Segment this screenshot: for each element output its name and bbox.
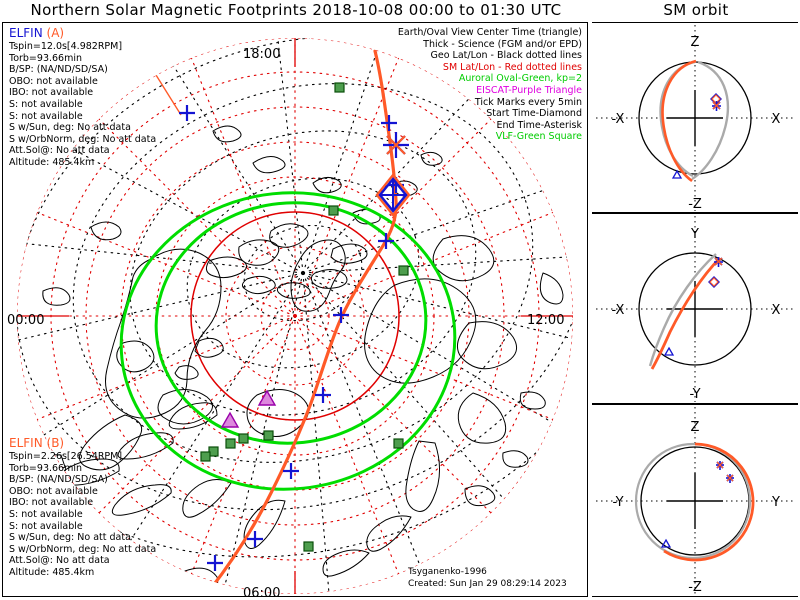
probe-b-info: ELFIN (B) Tspin=2.26s[26.54RPM] Torb=93.… <box>9 436 156 579</box>
mlt-label-left: 00:00 <box>7 313 45 328</box>
probe-b-header: ELFIN (B) <box>9 436 156 451</box>
sm-grid <box>17 38 573 594</box>
legend-line-thick: Thick - Science (FGM and/or EPD) <box>423 38 582 50</box>
orbit-view-triangle-xy <box>663 346 675 356</box>
orbit-axes-yz <box>596 407 794 595</box>
orbit-axis-label-left-xz: -X <box>612 112 625 127</box>
footprint-track <box>207 49 398 593</box>
probe-a-id: (A) <box>46 26 65 40</box>
probe-a-line-10: Altitude: 485.4km <box>9 156 95 168</box>
probe-b-line-6: S: not available <box>9 520 83 532</box>
probe-b-line-10: Altitude: 485.4km <box>9 566 95 578</box>
mlt-label-bottom: 06:00 <box>243 586 281 597</box>
orbit-center-cross-yz <box>667 473 723 529</box>
probe-b-id: (B) <box>46 436 65 450</box>
orbit-path-track-yz <box>663 442 755 562</box>
probe-b-line-8: S w/OrbNorm, deg: No att data <box>9 543 157 555</box>
sm-orbit-column: Z -X X -Z <box>592 22 798 597</box>
legend-line-oval: Auroral Oval-Green, kp=2 <box>458 73 582 85</box>
orbit-path-track-xy <box>650 257 721 370</box>
probe-a-line-6: S: not available <box>9 110 83 122</box>
orbit-panel-yz: Z -Y Y -Z <box>592 404 798 597</box>
map-legend: Earth/Oval View Center Time (triangle) T… <box>398 27 582 143</box>
probe-b-line-5: S: not available <box>9 508 83 520</box>
tick-marks <box>179 105 404 571</box>
probe-b-name: ELFIN <box>9 436 43 450</box>
legend-line-end: End Time-Asterisk <box>496 119 582 131</box>
probe-a-name: ELFIN <box>9 26 43 40</box>
end-time-asterisk-marker <box>383 132 409 158</box>
probe-a-line-1: Torb=93.66min <box>9 52 83 64</box>
auroral-oval <box>119 191 457 491</box>
orbit-path-gray-xy <box>648 253 717 367</box>
legend-line-geo-grid: Geo Lat/Lon - Black dotted lines <box>430 50 582 62</box>
orbit-axis-label-bottom-yz: -Z <box>688 580 702 595</box>
legend-line-eiscat: EISCAT-Purple Triangle <box>476 84 582 96</box>
probe-a-line-3: OBO: not available <box>9 75 98 87</box>
vlf-markers <box>200 82 409 552</box>
orbit-path-track-xz <box>661 59 697 183</box>
created-date: Created: Sun Jan 29 08:29:14 2023 <box>408 578 567 589</box>
probe-a-line-9: Att.Sol@: No att data <box>9 145 110 157</box>
orbit-path-gray-yz <box>634 442 752 560</box>
earth-circle-xy <box>638 252 752 366</box>
probe-a-line-7: S w/Sun, deg: No att data <box>9 122 131 134</box>
legend-line-start: Start Time-Diamond <box>486 108 582 120</box>
probe-a-line-0: Tspin=12.0s[4.982RPM] <box>9 41 123 52</box>
orbit-panel-xy: Y -X X -Y <box>592 213 798 404</box>
orbit-start-marker-yz <box>716 461 724 470</box>
orbit-end-marker-xy <box>714 257 723 267</box>
polar-map-svg <box>17 38 573 594</box>
probe-a-line-2: B/SP: (NA/ND/SD/SA) <box>9 64 108 76</box>
credit-block: Tsyganenko-1996 Created: Sun Jan 29 08:2… <box>408 567 567 590</box>
orbit-path-gray2-xz <box>691 60 730 181</box>
model-name: Tsyganenko-1996 <box>408 567 487 577</box>
probe-b-line-4: IBO: not available <box>9 497 94 509</box>
legend-line-view-center: Earth/Oval View Center Time (triangle) <box>397 27 582 38</box>
mlt-label-right: 12:00 <box>527 313 565 328</box>
page-title: Northern Solar Magnetic Footprints 2018-… <box>30 1 562 19</box>
orbit-end-marker-xz <box>712 101 721 111</box>
probe-b-line-7: S w/Sun, deg: No att data <box>9 532 131 544</box>
sm-lat-70-circle <box>190 211 400 421</box>
orbit-axis-label-top-xy: Y <box>690 227 699 242</box>
orbit-axes-xz <box>596 25 794 211</box>
polar-map-panel: ELFIN (A) Tspin=12.0s[4.982RPM] Torb=93.… <box>2 22 588 597</box>
orbit-panel-xz: Z -X X -Z <box>592 22 798 213</box>
orbit-axis-label-left-yz: -Y <box>612 495 623 510</box>
orbit-axis-label-left-xy: -X <box>612 303 625 318</box>
probe-a-line-5: S: not available <box>9 98 83 110</box>
probe-a-header: ELFIN (A) <box>9 26 156 41</box>
legend-line-sm-grid: SM Lat/Lon - Red dotted lines <box>442 61 582 73</box>
orbit-end-marker-yz <box>726 474 734 483</box>
probe-b-line-2: B/SP: (NA/ND/SD/SA) <box>9 474 108 486</box>
probe-b-line-9: Att.Sol@: No att data <box>9 555 110 567</box>
probe-a-info: ELFIN (A) Tspin=12.0s[4.982RPM] Torb=93.… <box>9 26 156 169</box>
orbit-axes-xy <box>596 216 794 402</box>
orbit-axis-label-bottom-xy: -Y <box>689 387 700 402</box>
probe-b-line-3: OBO: not available <box>9 485 98 497</box>
probe-b-line-0: Tspin=2.26s[26.54RPM] <box>9 451 123 462</box>
orbit-start-marker-xy <box>708 276 720 288</box>
probe-b-line-1: Torb=93.66min <box>9 462 83 474</box>
legend-line-vlf: VLF-Green Square <box>495 131 582 143</box>
orbit-path-gray-xz <box>659 60 696 178</box>
orbit-center-cross-xz <box>667 90 723 146</box>
probe-a-line-4: IBO: not available <box>9 87 94 99</box>
orbit-view-triangle-yz <box>660 538 672 548</box>
orbit-panel-title: SM orbit <box>663 1 729 19</box>
orbit-view-triangle-xz <box>671 169 683 179</box>
probe-a-line-8: S w/OrbNorm, deg: No att data <box>9 133 157 145</box>
mlt-label-top: 18:00 <box>243 47 281 62</box>
orbit-axis-label-right-xz: X <box>772 112 781 127</box>
orbit-axis-label-top-xz: Z <box>691 35 700 50</box>
legend-line-tickmarks: Tick Marks every 5min <box>474 96 582 108</box>
start-time-diamond-marker <box>375 173 411 217</box>
orbit-axis-label-bottom-xz: -Z <box>688 197 702 212</box>
noon-midnight-line <box>17 38 573 594</box>
orbit-axis-label-top-yz: Z <box>691 420 700 435</box>
orbit-axis-label-right-xy: X <box>772 303 781 318</box>
eiscat-markers <box>220 389 277 428</box>
orbit-axis-label-right-yz: Y <box>771 495 780 510</box>
